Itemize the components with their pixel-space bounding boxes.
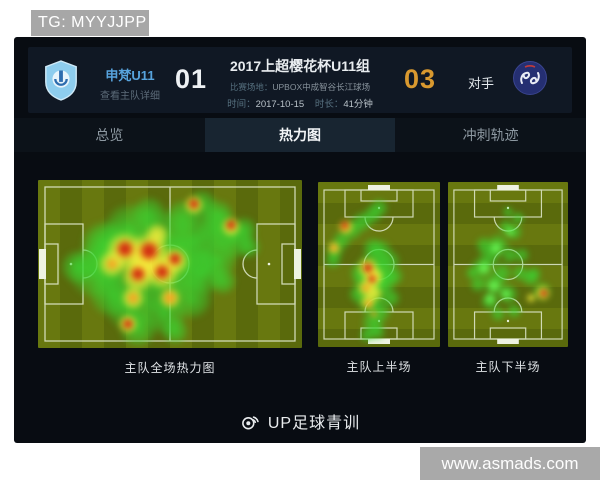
duration-value: 41分钟 xyxy=(343,99,373,110)
heat-point xyxy=(126,290,141,305)
pitch-fullmatch xyxy=(38,180,302,348)
heat-point xyxy=(465,265,479,280)
tab-bar: 总览 热力图 冲刺轨迹 xyxy=(14,118,586,152)
heat-point xyxy=(491,261,513,284)
heat-point xyxy=(364,299,375,310)
match-venue: 比赛场地：UPBOX中成智谷长江球场 xyxy=(208,81,392,93)
away-score: 03 xyxy=(403,64,437,94)
app-panel: 申梵U11 查看主队详细 01 2017上超樱花杯U11组 比赛场地：UPBOX… xyxy=(14,37,586,443)
time-value: 2017-10-15 xyxy=(255,99,305,110)
venue-value: UPBOX中成智谷长江球场 xyxy=(272,82,371,92)
heat-point xyxy=(188,198,199,209)
heat-point xyxy=(506,302,522,319)
heatmap-fullmatch: 主队全场热力图 xyxy=(38,180,302,376)
heat-point xyxy=(358,327,375,344)
heat-point xyxy=(477,260,491,275)
heat-point xyxy=(367,275,376,284)
heat-point xyxy=(360,282,371,293)
heat-point xyxy=(540,288,548,297)
away-team-badge xyxy=(513,61,547,95)
heat-point xyxy=(381,287,402,308)
footer-brand: UP足球青训 xyxy=(14,408,586,434)
pitch-firsthalf xyxy=(318,182,440,347)
heat-point xyxy=(370,310,379,318)
heat-point xyxy=(122,319,133,330)
heat-layer xyxy=(38,180,302,348)
heat-point xyxy=(502,205,514,218)
heat-point xyxy=(328,243,339,253)
heat-point xyxy=(514,246,531,263)
heat-point xyxy=(469,275,487,294)
heat-point xyxy=(161,317,190,346)
heat-point xyxy=(475,235,493,254)
heat-point xyxy=(208,266,237,295)
heat-point xyxy=(363,262,374,273)
heat-point xyxy=(526,266,543,283)
heat-point xyxy=(486,278,501,293)
heat-point xyxy=(484,293,496,306)
heat-point xyxy=(131,267,146,282)
home-score: 01 xyxy=(174,64,208,94)
heatmap-label-secondhalf: 主队下半场 xyxy=(475,360,541,374)
match-time: 时间：2017-10-15 时长：41分钟 xyxy=(208,96,392,110)
heat-point xyxy=(104,257,119,271)
time-label: 时间： xyxy=(227,99,256,110)
heat-point xyxy=(59,249,96,286)
match-info: 2017上超樱花杯U11组 比赛场地：UPBOX中成智谷长江球场 时间：2017… xyxy=(208,56,392,110)
heat-point xyxy=(323,250,342,269)
venue-label: 比赛场地： xyxy=(229,82,273,92)
match-title: 2017上超樱花杯U11组 xyxy=(229,58,371,74)
heat-point xyxy=(237,235,262,260)
tab-item-2[interactable]: 冲刺轨迹 xyxy=(462,127,519,143)
heat-point xyxy=(505,226,516,237)
footer-brand-text: UP足球青训 xyxy=(267,415,361,432)
pitch-secondhalf xyxy=(448,182,568,347)
weibo-icon xyxy=(241,415,259,429)
heat-point xyxy=(489,241,503,255)
home-team-badge xyxy=(45,60,77,101)
heat-point xyxy=(340,220,349,229)
heat-layer xyxy=(318,182,440,347)
heat-point xyxy=(499,288,512,301)
heat-point xyxy=(361,237,384,259)
heat-point xyxy=(510,211,525,226)
home-team-name: 申梵U11 xyxy=(105,68,155,83)
match-header: 申梵U11 查看主队详细 01 2017上超樱花杯U11组 比赛场地：UPBOX… xyxy=(28,47,572,113)
heat-point xyxy=(162,289,178,306)
heat-point xyxy=(525,292,536,303)
heat-point xyxy=(169,252,182,265)
heatmap-label-fullmatch: 主队全场热力图 xyxy=(124,361,216,375)
duration-label: 时长： xyxy=(314,99,344,110)
top-left-watermark: TG: MYYJJPP xyxy=(31,10,149,36)
heat-point xyxy=(139,241,158,260)
away-team-label: 对手 xyxy=(467,76,494,91)
tab-item-0[interactable]: 总览 xyxy=(95,127,124,143)
bottom-right-watermark: www.asmads.com xyxy=(420,447,600,480)
heat-layer xyxy=(448,182,568,347)
home-team-detail-link[interactable]: 查看主队详细 xyxy=(100,91,160,102)
heatmap-secondhalf: 主队下半场 xyxy=(448,182,568,375)
tab-item-1[interactable]: 热力图 xyxy=(204,118,396,152)
heatmap-firsthalf: 主队上半场 xyxy=(318,182,440,375)
heat-point xyxy=(155,265,170,280)
heatmap-label-firsthalf: 主队上半场 xyxy=(346,360,412,374)
heat-point xyxy=(117,240,134,257)
heat-point xyxy=(225,220,236,231)
heat-point xyxy=(490,306,507,322)
